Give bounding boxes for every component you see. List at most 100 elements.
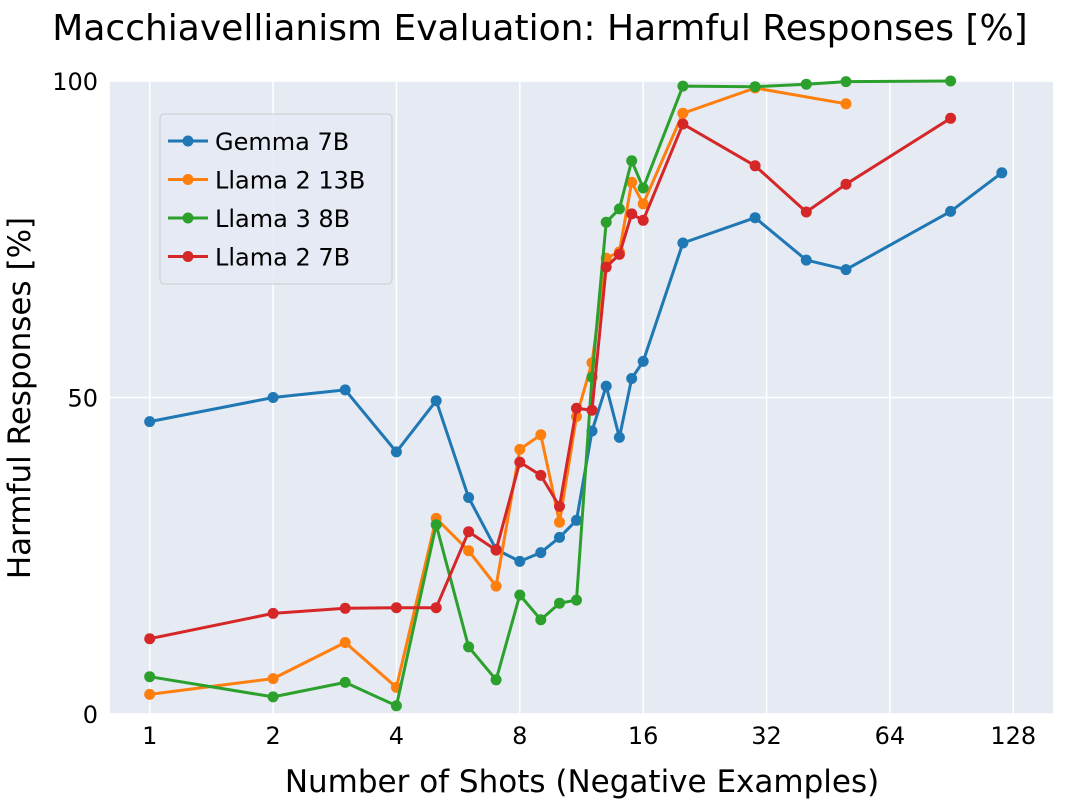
- data-point: [144, 671, 156, 683]
- legend-item: Llama 2 7B: [168, 244, 350, 272]
- data-point: [430, 602, 442, 614]
- data-point: [267, 673, 279, 685]
- data-point: [535, 547, 547, 559]
- data-point: [800, 206, 812, 218]
- legend-marker: [182, 212, 194, 224]
- x-tick-label: 1: [142, 722, 157, 750]
- data-point: [677, 80, 689, 92]
- x-tick-label: 32: [751, 722, 782, 750]
- data-point: [267, 607, 279, 619]
- series-group: [144, 75, 1008, 712]
- data-point: [571, 514, 582, 526]
- data-point: [613, 203, 625, 215]
- legend-label: Llama 3 8B: [215, 205, 350, 233]
- data-point: [840, 264, 852, 276]
- data-point: [677, 107, 689, 119]
- legend-item: Llama 3 8B: [168, 205, 350, 233]
- data-point: [840, 178, 852, 190]
- data-point: [390, 700, 402, 712]
- data-point: [554, 531, 565, 543]
- x-tick-label: 4: [389, 722, 404, 750]
- data-point: [571, 402, 582, 414]
- data-point: [339, 384, 351, 396]
- data-point: [600, 261, 612, 273]
- data-point: [945, 75, 957, 87]
- data-point: [600, 380, 612, 392]
- data-point: [996, 167, 1008, 179]
- x-axis-label: Number of Shots (Negative Examples): [285, 764, 879, 800]
- legend: Gemma 7B Llama 2 13B Llama 3 8B Llama 2 7B: [159, 113, 393, 285]
- data-point: [800, 254, 812, 266]
- data-point: [514, 589, 526, 601]
- data-point: [637, 214, 649, 226]
- data-point: [600, 216, 612, 228]
- data-point: [144, 416, 156, 428]
- data-point: [430, 395, 442, 407]
- data-point: [390, 602, 402, 614]
- data-point: [267, 392, 279, 403]
- data-point: [535, 614, 547, 626]
- legend-box: [159, 113, 393, 285]
- data-point: [840, 98, 852, 110]
- data-point: [749, 81, 761, 93]
- data-point: [626, 155, 638, 167]
- data-point: [637, 198, 649, 210]
- data-point: [749, 212, 761, 224]
- data-point: [490, 544, 502, 556]
- data-point: [144, 688, 156, 700]
- data-point: [637, 355, 649, 367]
- x-tick-labels: 1 2 4 8 16 32 64 128: [142, 722, 1036, 750]
- data-point: [514, 555, 526, 567]
- data-point: [339, 602, 351, 614]
- data-point: [677, 118, 689, 130]
- data-point: [637, 182, 649, 194]
- series-llama-3-8b: [144, 75, 957, 712]
- legend-label: Llama 2 7B: [215, 244, 350, 272]
- data-point: [749, 160, 761, 172]
- y-tick-labels: 0 50 100: [52, 68, 98, 729]
- data-point: [463, 526, 475, 538]
- legend-marker: [182, 174, 194, 185]
- data-point: [463, 641, 475, 653]
- data-point: [840, 76, 852, 88]
- data-point: [626, 176, 638, 188]
- legend-item: Llama 2 13B: [168, 167, 365, 195]
- data-point: [430, 519, 442, 531]
- chart-title: Macchiavellianism Evaluation: Harmful Re…: [52, 8, 1027, 49]
- legend-label: Llama 2 13B: [215, 167, 365, 195]
- data-point: [613, 248, 625, 260]
- data-point: [586, 404, 598, 416]
- data-point: [554, 597, 565, 609]
- legend-marker: [182, 135, 194, 147]
- data-point: [571, 594, 582, 606]
- data-point: [800, 78, 812, 90]
- data-point: [144, 633, 156, 645]
- data-point: [463, 545, 475, 557]
- x-tick-label: 64: [875, 722, 906, 750]
- data-point: [626, 373, 638, 384]
- x-tick-label: 8: [512, 722, 527, 750]
- data-point: [267, 691, 279, 703]
- data-point: [514, 456, 526, 468]
- data-point: [490, 674, 502, 686]
- y-tick-label: 100: [52, 68, 98, 96]
- x-tick-label: 16: [628, 722, 659, 750]
- data-point: [339, 676, 351, 688]
- data-point: [554, 516, 565, 528]
- data-point: [945, 205, 957, 217]
- data-point: [626, 208, 638, 220]
- legend-marker: [182, 251, 194, 262]
- y-tick-label: 0: [83, 701, 98, 729]
- legend-label: Gemma 7B: [215, 128, 349, 156]
- data-point: [535, 469, 547, 481]
- data-point: [554, 500, 565, 512]
- x-tick-label: 2: [265, 722, 280, 750]
- data-point: [945, 112, 957, 124]
- data-point: [535, 429, 547, 441]
- data-point: [339, 637, 351, 648]
- x-tick-label: 128: [990, 722, 1036, 750]
- y-tick-label: 50: [67, 385, 98, 413]
- data-point: [390, 446, 402, 458]
- data-point: [463, 492, 475, 503]
